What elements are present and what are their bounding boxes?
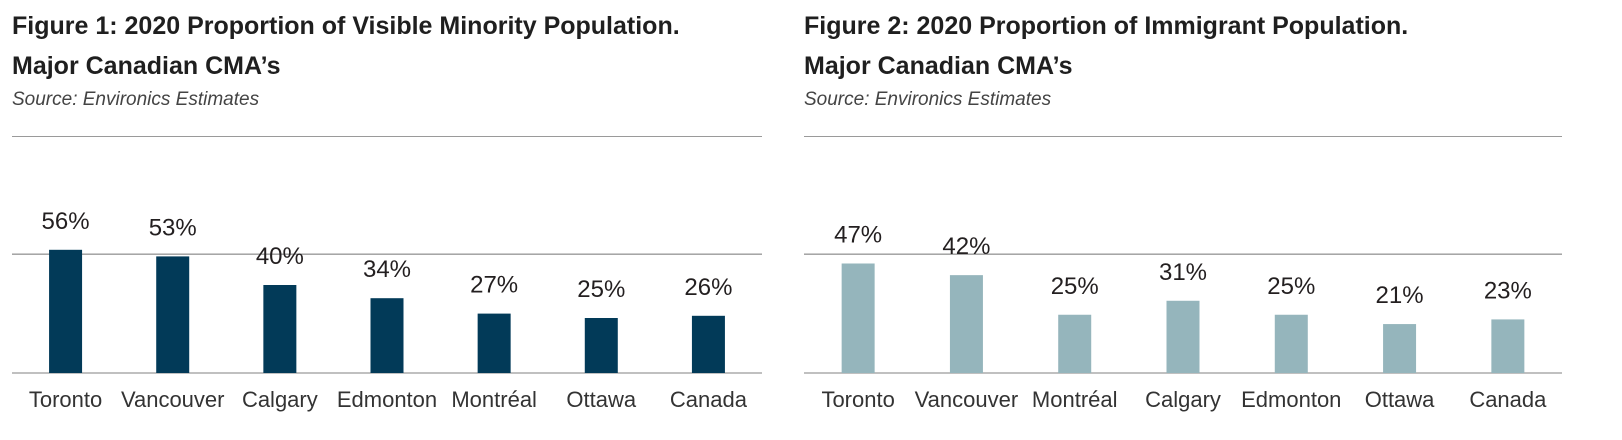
bar-ottawa — [584, 318, 618, 373]
bar-montral — [477, 313, 511, 373]
data-label: 21% — [1376, 282, 1424, 309]
data-label: 47% — [834, 221, 882, 248]
figure-2-title-line-2: Major Canadian CMA’s — [804, 52, 1073, 80]
data-label: 34% — [363, 256, 411, 283]
bar-calgary — [1166, 300, 1200, 373]
figure-1-bar-chart: 56% Toronto 53% Vancouver 40% Calgary 34% Edmon… — [12, 208, 762, 412]
bar-montral — [1058, 314, 1092, 373]
x-tick-label: Calgary — [1145, 387, 1221, 412]
figure-2-bar-chart: 47% Toronto 42% Vancouver 25% Montréal 31% Calg… — [804, 221, 1562, 412]
data-label: 25% — [1267, 273, 1315, 300]
bar-edmonton — [370, 298, 404, 373]
bar-ottawa — [1383, 324, 1417, 373]
x-tick-label: Canada — [670, 387, 748, 412]
x-tick-label: Canada — [1469, 387, 1547, 412]
figure-1-source: Source: Environics Estimates — [12, 89, 260, 110]
bar-canada — [1491, 319, 1525, 373]
bar-calgary — [263, 285, 297, 373]
x-tick-label: Ottawa — [566, 387, 636, 412]
data-label: 23% — [1484, 277, 1532, 304]
data-label: 27% — [470, 272, 518, 299]
x-tick-label: Edmonton — [337, 387, 437, 412]
bar-edmonton — [1274, 314, 1308, 373]
bar-toronto — [49, 249, 83, 373]
x-tick-label: Toronto — [29, 387, 102, 412]
figure-1-divider — [12, 136, 762, 137]
figure-1-title-line-2: Major Canadian CMA’s — [12, 52, 281, 80]
bar-vancouver — [156, 256, 190, 373]
x-tick-label: Montréal — [451, 387, 537, 412]
data-label: 31% — [1159, 259, 1207, 286]
bar-vancouver — [949, 275, 983, 373]
figure-2-title: Figure 2: 2020 Proportion of Immigrant P… — [804, 6, 1408, 86]
data-label: 53% — [149, 214, 197, 241]
figure-1-title-line-1: Figure 1: 2020 Proportion of Visible Min… — [12, 12, 680, 40]
data-label: 25% — [577, 276, 625, 303]
bar-canada — [691, 315, 725, 373]
figure-1-title: Figure 1: 2020 Proportion of Visible Min… — [12, 6, 680, 86]
x-tick-label: Toronto — [821, 387, 894, 412]
data-label: 40% — [256, 243, 304, 270]
x-tick-label: Vancouver — [915, 387, 1019, 412]
x-tick-label: Vancouver — [121, 387, 225, 412]
data-label: 56% — [42, 208, 90, 235]
data-label: 42% — [942, 233, 990, 260]
data-label: 26% — [684, 274, 732, 301]
x-tick-label: Montréal — [1032, 387, 1118, 412]
x-tick-label: Calgary — [242, 387, 318, 412]
bar-toronto — [841, 263, 875, 373]
figure-2-source: Source: Environics Estimates — [804, 89, 1052, 110]
figure-2-title-line-1: Figure 2: 2020 Proportion of Immigrant P… — [804, 12, 1409, 40]
figure-2-divider — [804, 136, 1562, 137]
x-tick-label: Edmonton — [1241, 387, 1341, 412]
x-tick-label: Ottawa — [1365, 387, 1435, 412]
data-label: 25% — [1051, 273, 1099, 300]
